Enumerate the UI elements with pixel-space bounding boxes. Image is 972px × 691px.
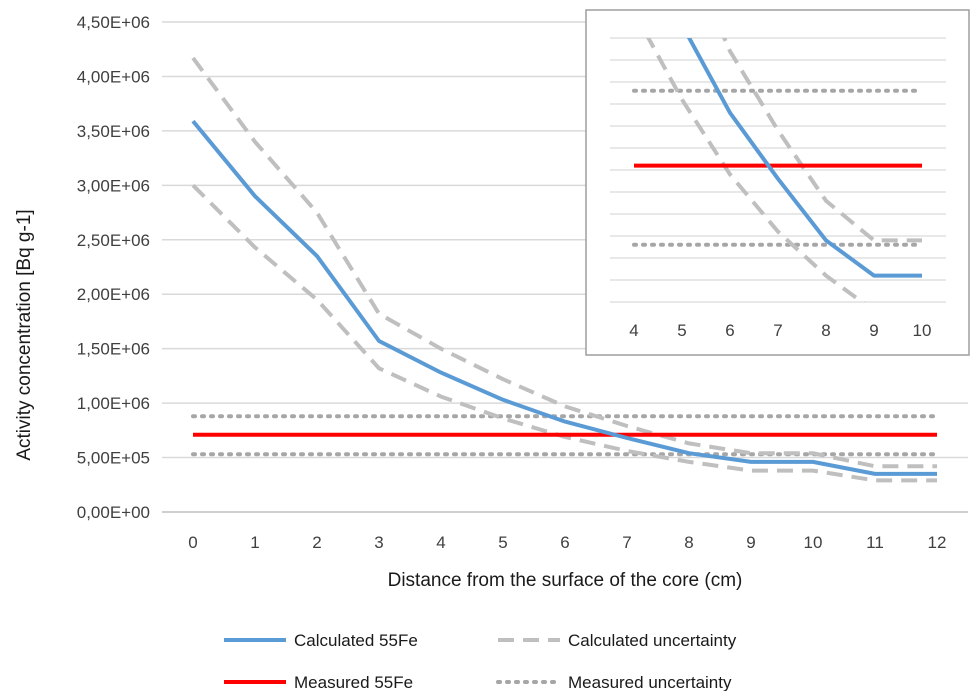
x-tick-label: 10 — [804, 533, 823, 552]
inset-series-line — [686, 38, 922, 278]
zoom-inset: 4 5 6 7 8 9 10 — [585, 9, 970, 356]
inset-x-tick-label: 4 — [629, 321, 638, 340]
y-tick-label: 3,00E+06 — [77, 176, 150, 195]
legend-label: Measured uncertainty — [568, 673, 732, 691]
inset-series — [632, 38, 924, 302]
legend: Calculated 55Fe Calculated uncertainty Mea… — [224, 631, 737, 691]
x-tick-labels: 0 1 2 3 4 5 6 7 8 9 10 11 12 — [188, 533, 946, 552]
inset-x-tick-label: 7 — [773, 321, 782, 340]
y-tick-label: 4,50E+06 — [77, 13, 150, 32]
y-tick-label: 3,50E+06 — [77, 122, 150, 141]
y-tick-label: 1,00E+06 — [77, 394, 150, 413]
x-tick-label: 3 — [374, 533, 383, 552]
series-line — [191, 119, 937, 476]
y-tick-label: 2,50E+06 — [77, 231, 150, 250]
x-tick-label: 7 — [622, 533, 631, 552]
x-tick-label: 8 — [684, 533, 693, 552]
x-tick-label: 0 — [188, 533, 197, 552]
x-tick-label: 5 — [498, 533, 507, 552]
inset-x-tick-label: 9 — [869, 321, 878, 340]
inset-frame — [585, 9, 970, 356]
series-line — [191, 56, 937, 469]
y-tick-label: 2,00E+06 — [77, 285, 150, 304]
inset-series-line — [646, 38, 866, 302]
y-tick-label: 1,50E+06 — [77, 340, 150, 359]
x-tick-label: 12 — [928, 533, 947, 552]
y-tick-label: 5,00E+05 — [77, 449, 150, 468]
x-tick-label: 4 — [436, 533, 445, 552]
x-tick-label: 6 — [560, 533, 569, 552]
inset-x-tick-label: 6 — [725, 321, 734, 340]
legend-label: Measured 55Fe — [294, 673, 413, 691]
x-axis-title: Distance from the surface of the core (c… — [388, 570, 743, 591]
series-line — [191, 183, 937, 483]
inset-x-tick-label: 10 — [913, 321, 932, 340]
y-tick-labels: 0,00E+00 5,00E+05 1,00E+06 1,50E+06 2,00E+06… — [77, 13, 150, 522]
legend-label: Calculated 55Fe — [294, 631, 418, 650]
y-tick-label: 4,00E+06 — [77, 67, 150, 86]
x-tick-label: 1 — [250, 533, 259, 552]
legend-label: Calculated uncertainty — [568, 631, 737, 650]
x-tick-label: 9 — [746, 533, 755, 552]
x-tick-label: 11 — [866, 533, 884, 552]
x-tick-label: 2 — [312, 533, 321, 552]
inset-x-tick-label: 8 — [821, 321, 830, 340]
series-lines — [191, 56, 939, 483]
y-axis-title: Activity concentration [Bq g-1] — [14, 209, 35, 460]
y-tick-label: 0,00E+00 — [77, 503, 150, 522]
inset-x-tick-label: 5 — [677, 321, 686, 340]
